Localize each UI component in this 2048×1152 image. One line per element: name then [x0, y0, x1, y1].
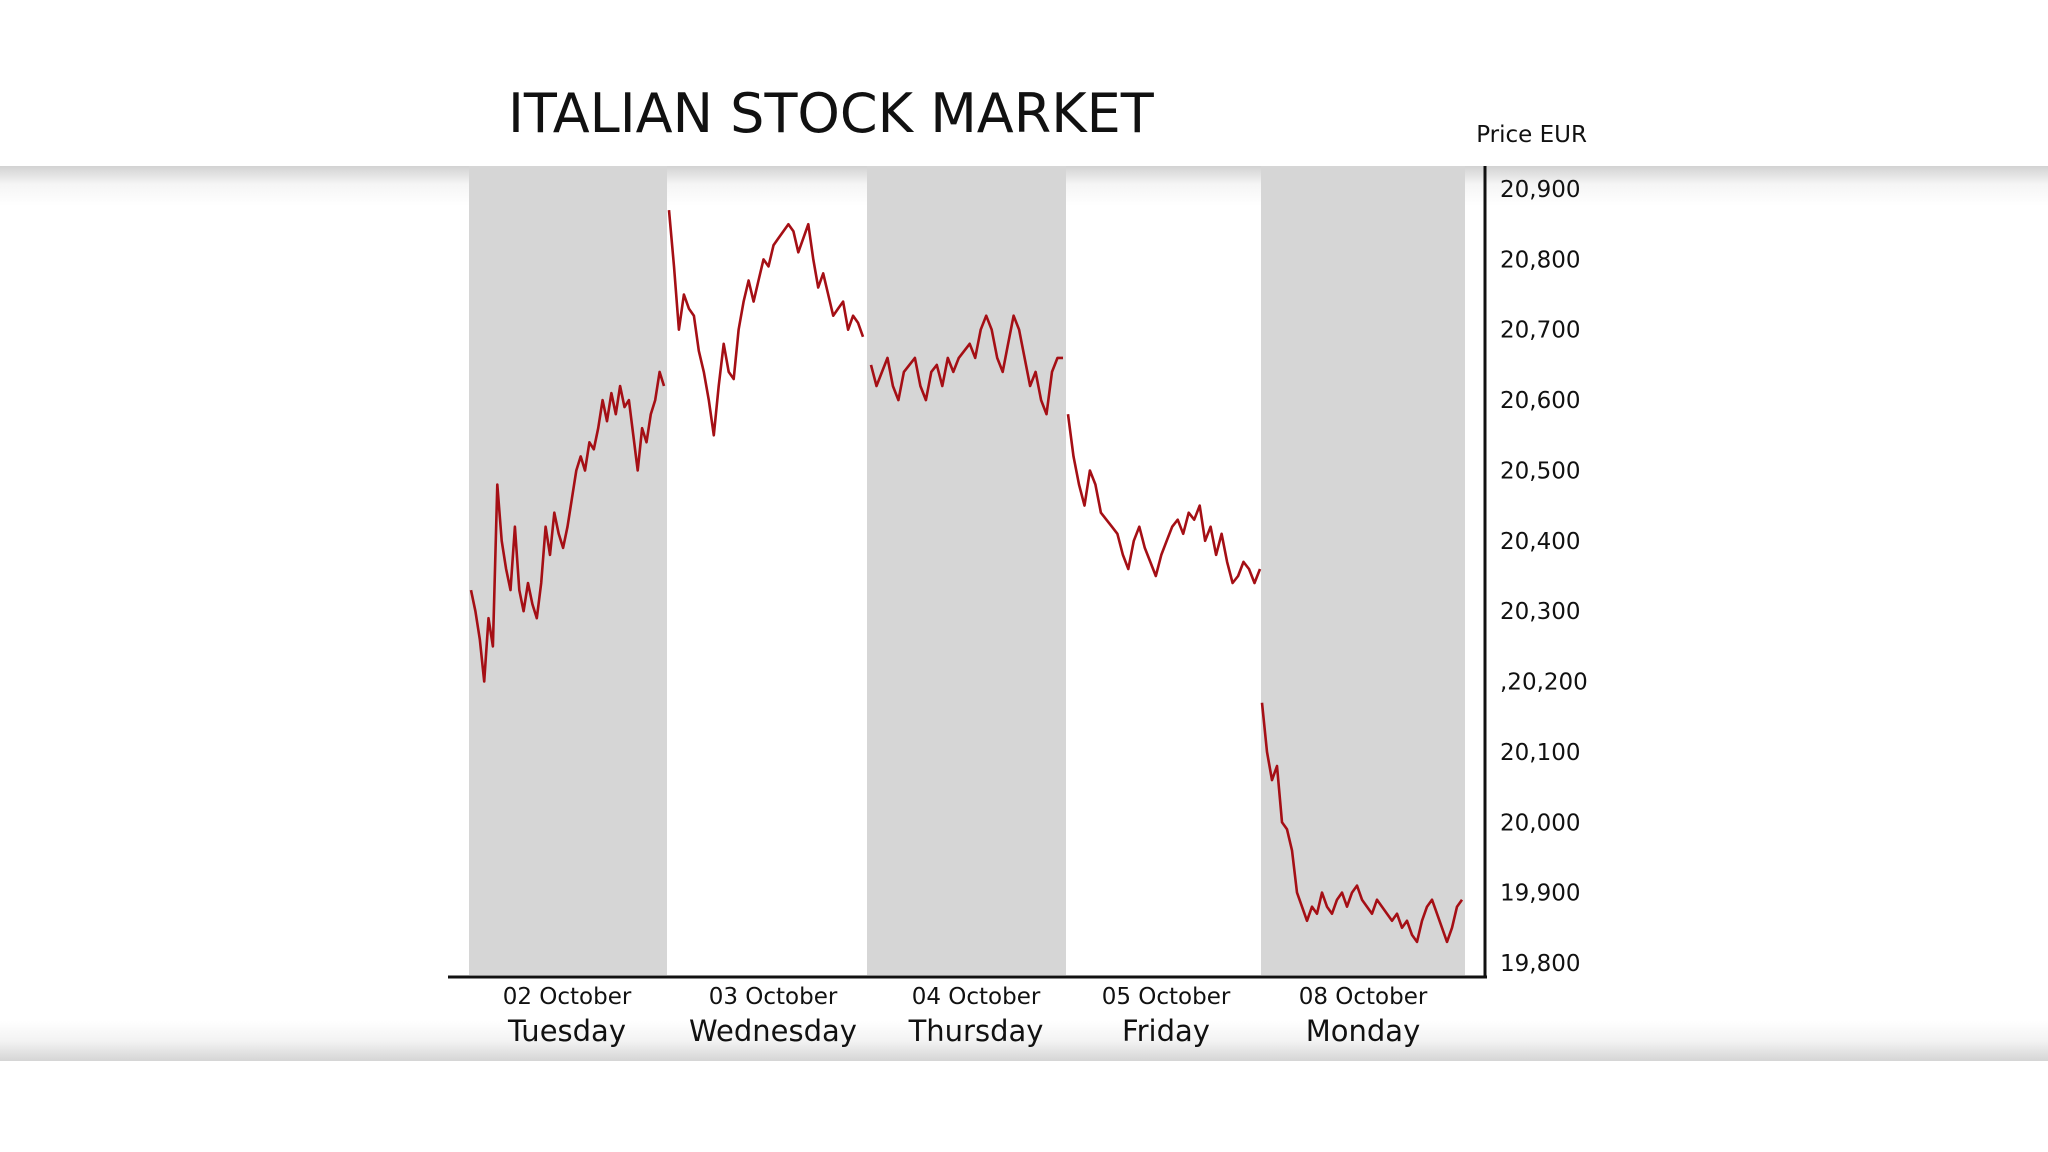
x-tick-day: Tuesday	[507, 1014, 626, 1048]
x-tick-date: 04 October	[912, 984, 1041, 1010]
y-tick-label: 19,900	[1500, 881, 1580, 907]
y-tick-label: 20,300	[1500, 599, 1580, 625]
x-tick-day: Thursday	[908, 1014, 1044, 1048]
price-line-day-3	[869, 314, 1063, 416]
y-tick-label: 20,400	[1500, 529, 1580, 555]
price-series	[469, 209, 1464, 944]
y-tick-label: 20,100	[1500, 740, 1580, 766]
y-tick-label: 20,800	[1500, 247, 1580, 273]
price-line-day-5	[1260, 702, 1464, 944]
x-tick-day: Monday	[1306, 1014, 1421, 1048]
y-tick-label: 19,800	[1500, 951, 1580, 977]
y-tick-label: 20,000	[1500, 810, 1580, 836]
chart-title: ITALIAN STOCK MARKET	[508, 82, 1155, 145]
day-band-1	[469, 166, 667, 975]
day-bands	[469, 166, 1465, 975]
x-tick-date: 05 October	[1102, 984, 1231, 1010]
x-tick-labels: 02 October Tuesday 03 October Wednesday 04 O…	[503, 984, 1428, 1048]
y-axis-label: Price EUR	[1476, 122, 1587, 148]
x-tick-date: 03 October	[709, 984, 838, 1010]
price-line-day-2	[667, 209, 865, 437]
day-band-5	[1261, 166, 1465, 975]
y-tick-label: 20,700	[1500, 318, 1580, 344]
y-tick-label: ,20,200	[1500, 670, 1588, 696]
x-tick-date: 02 October	[503, 984, 632, 1010]
x-tick-day: Friday	[1122, 1014, 1210, 1048]
y-tick-label: 20,500	[1500, 458, 1580, 484]
y-tick-labels: 20,900 20,800 20,700 20,600 20,500 20,400 20,3…	[1500, 177, 1588, 977]
price-line-day-4	[1066, 414, 1262, 585]
x-tick-day: Wednesday	[689, 1014, 857, 1048]
y-tick-label: 20,900	[1500, 177, 1580, 203]
price-line-day-1	[469, 370, 666, 683]
y-tick-label: 20,600	[1500, 388, 1580, 414]
x-tick-date: 08 October	[1299, 984, 1428, 1010]
day-band-3	[867, 166, 1066, 975]
